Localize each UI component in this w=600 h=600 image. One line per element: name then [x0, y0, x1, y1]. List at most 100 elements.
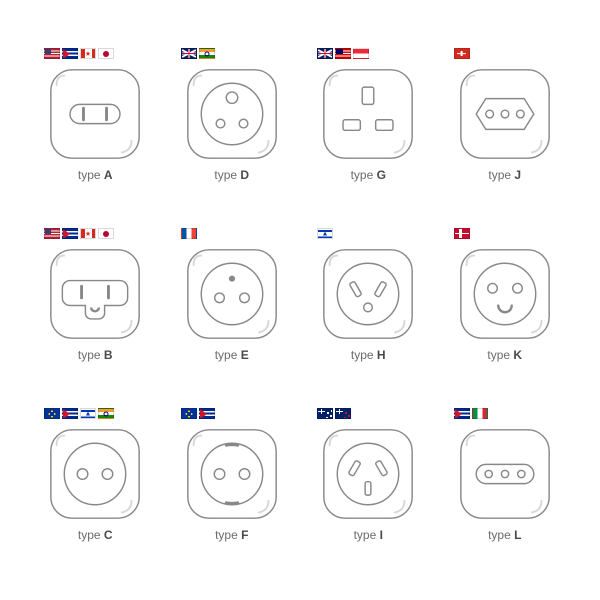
- socket-cell-b: type B: [36, 228, 155, 384]
- socket-j-icon: [457, 66, 553, 162]
- flag-my-icon: [335, 48, 351, 59]
- label-prefix: type: [354, 528, 377, 542]
- flag-row: [181, 48, 215, 60]
- socket-label: type J: [488, 168, 521, 182]
- flag-dk-icon: [454, 228, 470, 239]
- socket-label: type H: [351, 348, 386, 362]
- flag-row: [181, 228, 197, 240]
- label-prefix: type: [351, 348, 374, 362]
- socket-l-icon: [457, 426, 553, 522]
- flag-il-icon: [317, 228, 333, 239]
- flag-us-icon: [44, 228, 60, 239]
- flag-ca-icon: [80, 228, 96, 239]
- socket-label: type I: [354, 528, 383, 542]
- flag-ch-icon: [454, 48, 470, 59]
- flag-cu-icon: [62, 48, 78, 59]
- flag-row: [317, 408, 351, 420]
- flag-cu-icon: [454, 408, 470, 419]
- flag-cu-icon: [62, 408, 78, 419]
- flag-row: [317, 48, 369, 60]
- flag-nz-icon: [335, 408, 351, 419]
- flag-il-icon: [80, 408, 96, 419]
- socket-cell-k: type K: [446, 228, 565, 384]
- socket-a-icon: [47, 66, 143, 162]
- label-letter: I: [380, 528, 383, 542]
- label-prefix: type: [351, 168, 374, 182]
- label-letter: B: [104, 348, 113, 362]
- label-prefix: type: [487, 348, 510, 362]
- socket-cell-d: type D: [173, 48, 292, 204]
- label-letter: F: [241, 528, 248, 542]
- socket-label: type G: [351, 168, 386, 182]
- socket-label: type B: [78, 348, 113, 362]
- socket-c-icon: [47, 426, 143, 522]
- flag-jp-icon: [98, 48, 114, 59]
- label-letter: K: [513, 348, 522, 362]
- label-letter: E: [241, 348, 249, 362]
- flag-row: [454, 48, 470, 60]
- flag-eu-icon: [181, 408, 197, 419]
- socket-cell-l: type L: [446, 408, 565, 564]
- socket-cell-h: type H: [309, 228, 428, 384]
- flag-cu-icon: [62, 228, 78, 239]
- socket-cell-j: type J: [446, 48, 565, 204]
- label-letter: L: [514, 528, 521, 542]
- label-prefix: type: [488, 168, 511, 182]
- label-letter: J: [514, 168, 521, 182]
- flag-sg-icon: [353, 48, 369, 59]
- flag-row: [454, 408, 488, 420]
- socket-label: type F: [215, 528, 248, 542]
- flag-row: [181, 408, 215, 420]
- label-prefix: type: [214, 168, 237, 182]
- socket-grid: type A type D type G type J type B type …: [36, 48, 564, 564]
- label-letter: H: [377, 348, 386, 362]
- flag-row: [44, 408, 114, 420]
- flag-au-icon: [317, 408, 333, 419]
- socket-cell-g: type G: [309, 48, 428, 204]
- label-prefix: type: [78, 528, 101, 542]
- socket-cell-f: type F: [173, 408, 292, 564]
- socket-e-icon: [184, 246, 280, 342]
- label-prefix: type: [488, 528, 511, 542]
- socket-h-icon: [320, 246, 416, 342]
- flag-it-icon: [472, 408, 488, 419]
- socket-b-icon: [47, 246, 143, 342]
- label-prefix: type: [78, 168, 101, 182]
- socket-d-icon: [184, 66, 280, 162]
- flag-gb-icon: [181, 48, 197, 59]
- socket-g-icon: [320, 66, 416, 162]
- socket-label: type K: [487, 348, 522, 362]
- label-letter: G: [377, 168, 386, 182]
- socket-label: type A: [78, 168, 113, 182]
- flag-eu-icon: [44, 408, 60, 419]
- flag-row: [44, 48, 114, 60]
- socket-cell-i: type I: [309, 408, 428, 564]
- label-letter: D: [240, 168, 249, 182]
- flag-jp-icon: [98, 228, 114, 239]
- label-letter: C: [104, 528, 113, 542]
- flag-row: [454, 228, 470, 240]
- socket-label: type E: [215, 348, 249, 362]
- flag-gb-icon: [317, 48, 333, 59]
- flag-row: [44, 228, 114, 240]
- flag-row: [317, 228, 333, 240]
- label-letter: A: [104, 168, 113, 182]
- label-prefix: type: [78, 348, 101, 362]
- flag-fr-icon: [181, 228, 197, 239]
- label-prefix: type: [215, 528, 238, 542]
- flag-cu-icon: [199, 408, 215, 419]
- socket-f-icon: [184, 426, 280, 522]
- socket-i-icon: [320, 426, 416, 522]
- socket-cell-e: type E: [173, 228, 292, 384]
- flag-ca-icon: [80, 48, 96, 59]
- flag-in-icon: [98, 408, 114, 419]
- socket-cell-c: type C: [36, 408, 155, 564]
- socket-k-icon: [457, 246, 553, 342]
- socket-cell-a: type A: [36, 48, 155, 204]
- flag-in-icon: [199, 48, 215, 59]
- flag-us-icon: [44, 48, 60, 59]
- socket-label: type D: [214, 168, 249, 182]
- label-prefix: type: [215, 348, 238, 362]
- socket-label: type C: [78, 528, 113, 542]
- socket-label: type L: [488, 528, 521, 542]
